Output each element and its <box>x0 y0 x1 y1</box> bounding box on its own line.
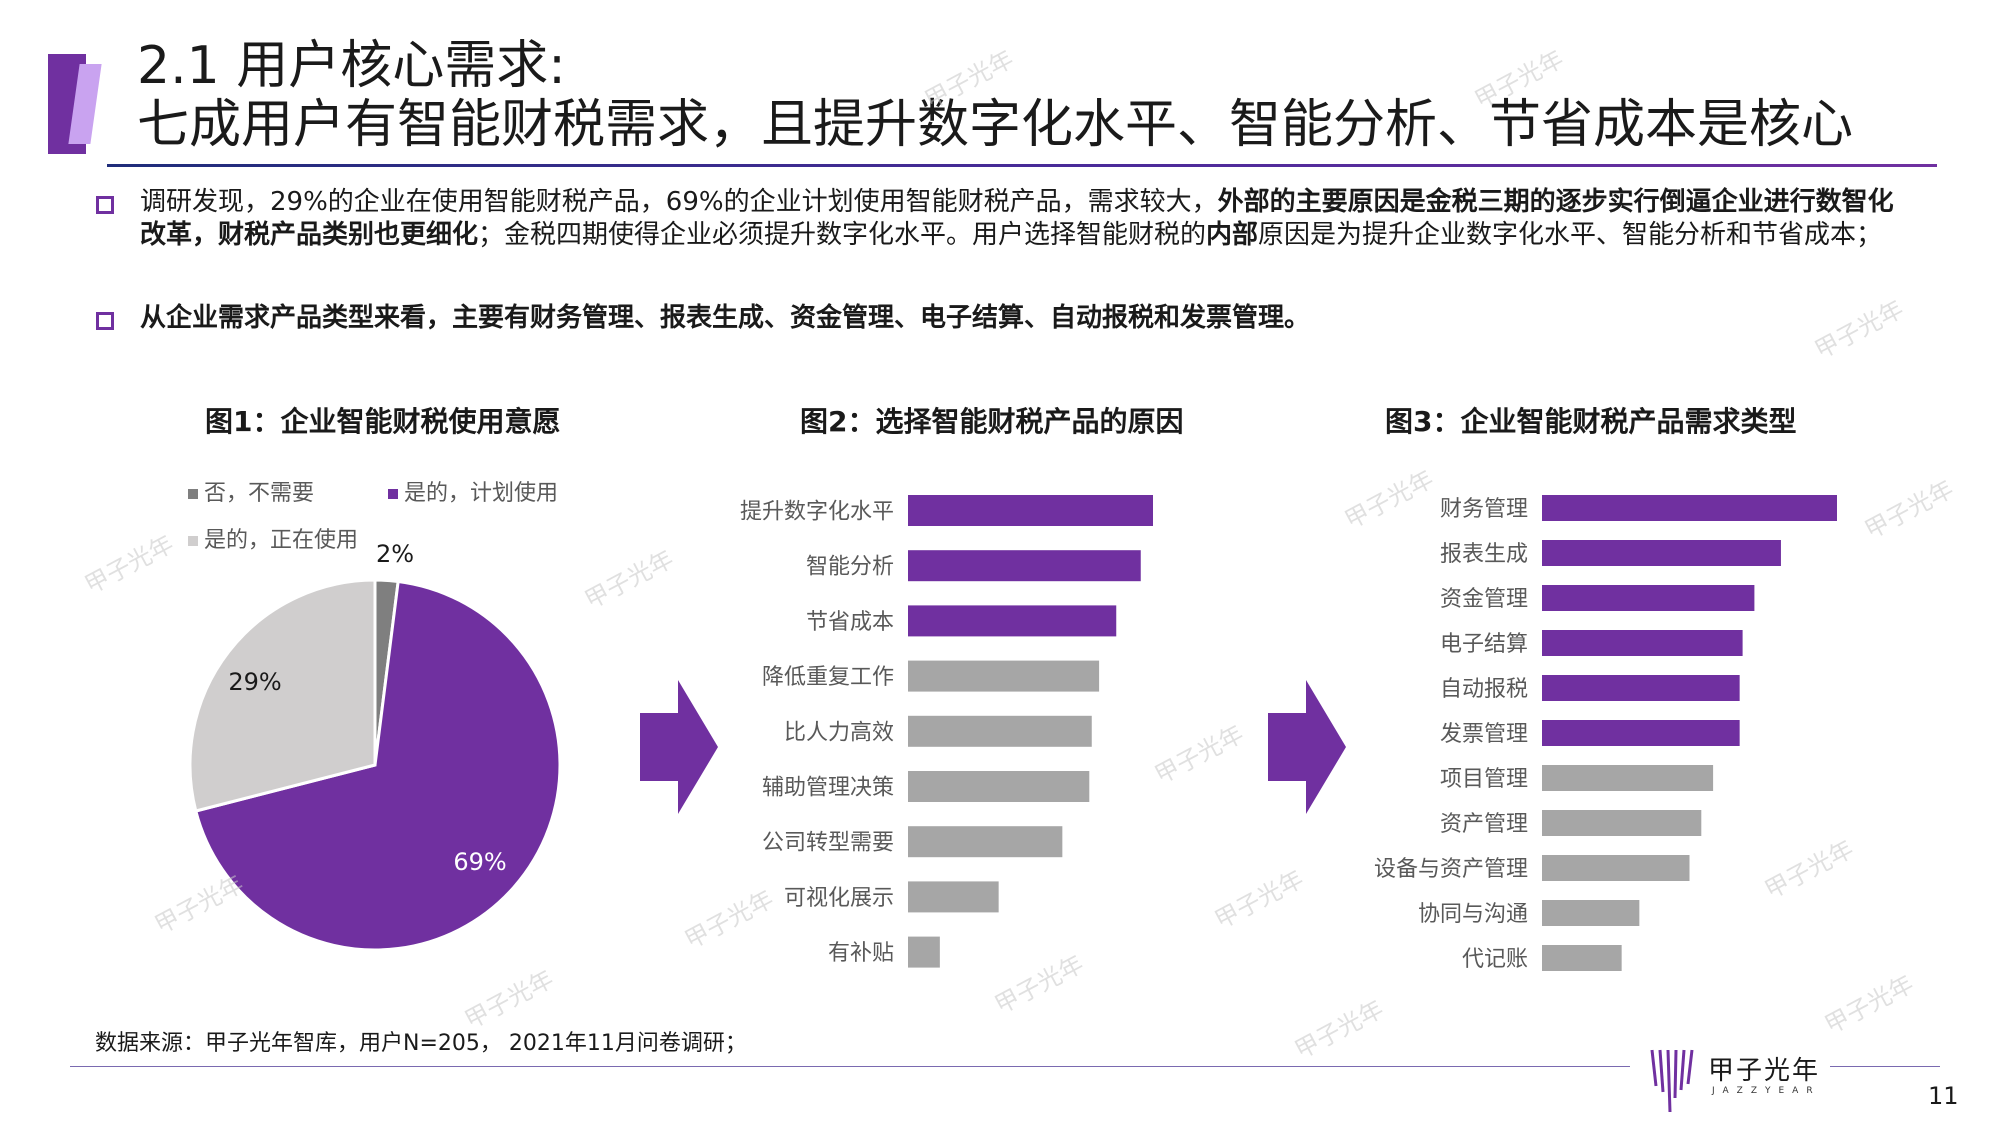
legend-swatch <box>388 489 398 499</box>
pie-data-label: 69% <box>453 848 506 876</box>
data-source: 数据来源：甲子光年智库，用户N=205， 2021年11月问卷调研； <box>95 1031 747 1056</box>
bullet1-part3: 原因是为提升企业数字化水平、智能分析和节省成本； <box>1258 220 1883 250</box>
watermark: 甲子光年 <box>1290 994 1389 1065</box>
brand-logo-subtext: JAZZYEAR <box>1712 1086 1821 1096</box>
category-label: 设备与资产管理 <box>1374 857 1528 882</box>
category-label: 项目管理 <box>1440 767 1528 792</box>
pie-data-label: 2% <box>376 540 414 568</box>
category-label: 降低重复工作 <box>762 665 894 690</box>
bar <box>908 881 999 913</box>
right-arrow-icon <box>640 680 718 814</box>
bar <box>908 771 1090 802</box>
right-arrow-icon <box>1268 680 1346 814</box>
bullet1-bold1: 外部的主要原因是金税三期的逐步实行倒逼企业进行数智化改革，财税产品类别也更细化 <box>140 187 1894 250</box>
bar <box>1542 495 1837 521</box>
bar <box>1542 540 1781 566</box>
category-label: 有补贴 <box>828 941 894 966</box>
category-label: 节省成本 <box>806 610 894 635</box>
category-label: 电子结算 <box>1440 632 1528 657</box>
watermark: 甲子光年 <box>80 529 179 600</box>
category-label: 提升数字化水平 <box>740 500 894 525</box>
chart3-title: 图3：企业智能财税产品需求类型 <box>1385 405 1797 438</box>
bar-chart-reasons: 提升数字化水平智能分析节省成本降低重复工作比人力高效辅助管理决策公司转型需要可视… <box>740 495 1153 968</box>
category-label: 协同与沟通 <box>1418 902 1528 927</box>
bar <box>1542 945 1622 971</box>
category-label: 自动报税 <box>1440 677 1528 702</box>
category-label: 比人力高效 <box>784 720 894 745</box>
category-label: 智能分析 <box>806 555 894 580</box>
pie-slice <box>193 579 562 952</box>
bar <box>1542 765 1714 791</box>
pie-chart: 2% 69% 29% <box>188 540 562 952</box>
legend-swatch <box>188 536 198 546</box>
watermark: 甲子光年 <box>1210 864 1309 935</box>
chart2-title: 图2：选择智能财税产品的原因 <box>800 405 1184 438</box>
legend-label: 是的，计划使用 <box>404 481 559 506</box>
bar <box>908 660 1100 692</box>
watermark: 甲子光年 <box>1860 474 1959 545</box>
bar <box>1542 855 1690 881</box>
bullet-square-icon <box>96 312 114 330</box>
pie-data-label: 29% <box>228 668 281 696</box>
category-label: 资金管理 <box>1440 587 1528 612</box>
bullet-text-2: 从企业需求产品类型来看，主要有财务管理、报表生成、资金管理、电子结算、自动报税和… <box>140 303 1311 333</box>
bar <box>1542 720 1740 746</box>
category-label: 代记账 <box>1462 947 1528 972</box>
bullet-text-1: 调研发现，29%的企业在使用智能财税产品，69%的企业计划使用智能财税产品，需求… <box>140 186 1900 252</box>
category-label: 可视化展示 <box>784 886 894 911</box>
page-number: 11 <box>1928 1082 1959 1110</box>
page-title-line1: 2.1 用户核心需求: <box>137 36 566 96</box>
bar <box>908 550 1141 582</box>
bullet1-bold2: 内部 <box>1206 220 1259 250</box>
watermark: 甲子光年 <box>580 544 679 615</box>
category-label: 公司转型需要 <box>762 831 894 856</box>
legend-label: 是的，正在使用 <box>204 528 359 553</box>
bullet1-part2: ；金税四期使得企业必须提升数字化水平。用户选择智能财税的 <box>478 220 1207 250</box>
bar <box>1542 630 1743 656</box>
bar <box>908 936 940 968</box>
brand-logo-icon <box>1650 1049 1694 1113</box>
bar <box>1542 810 1702 836</box>
bar-chart-demand-types: 财务管理报表生成资金管理电子结算自动报税发票管理项目管理资产管理设备与资产管理协… <box>1374 495 1837 972</box>
bar <box>908 715 1092 747</box>
category-label: 报表生成 <box>1440 542 1528 567</box>
footer-rule <box>70 1066 1630 1067</box>
pie-slice <box>188 578 377 813</box>
legend-swatch <box>188 489 198 499</box>
category-label: 资产管理 <box>1440 812 1528 837</box>
bar <box>1542 900 1640 926</box>
chart1-title: 图1：企业智能财税使用意愿 <box>205 405 561 438</box>
title-underline <box>107 164 1937 167</box>
category-label: 财务管理 <box>1440 497 1528 522</box>
bar <box>908 826 1063 858</box>
bullet-square-icon <box>96 196 114 214</box>
bar <box>1542 675 1740 701</box>
bar <box>908 495 1153 526</box>
bar <box>1542 585 1755 611</box>
legend-item-planning: 是的，计划使用 <box>388 475 558 507</box>
category-label: 辅助管理决策 <box>762 776 894 801</box>
bar <box>908 605 1117 637</box>
category-label: 发票管理 <box>1440 722 1528 747</box>
legend-label: 否，不需要 <box>204 481 315 506</box>
bullet1-part1: 调研发现，29%的企业在使用智能财税产品，69%的企业计划使用智能财税产品，需求… <box>140 187 1218 217</box>
footer-rule-right <box>1830 1066 1940 1067</box>
page-title-line2: 七成用户有智能财税需求，且提升数字化水平、智能分析、节省成本是核心 <box>137 95 1854 155</box>
brand-logo-text: 甲子光年 <box>1708 1056 1821 1086</box>
legend-item-no: 否，不需要 <box>188 475 314 507</box>
legend-item-using: 是的，正在使用 <box>188 522 358 554</box>
